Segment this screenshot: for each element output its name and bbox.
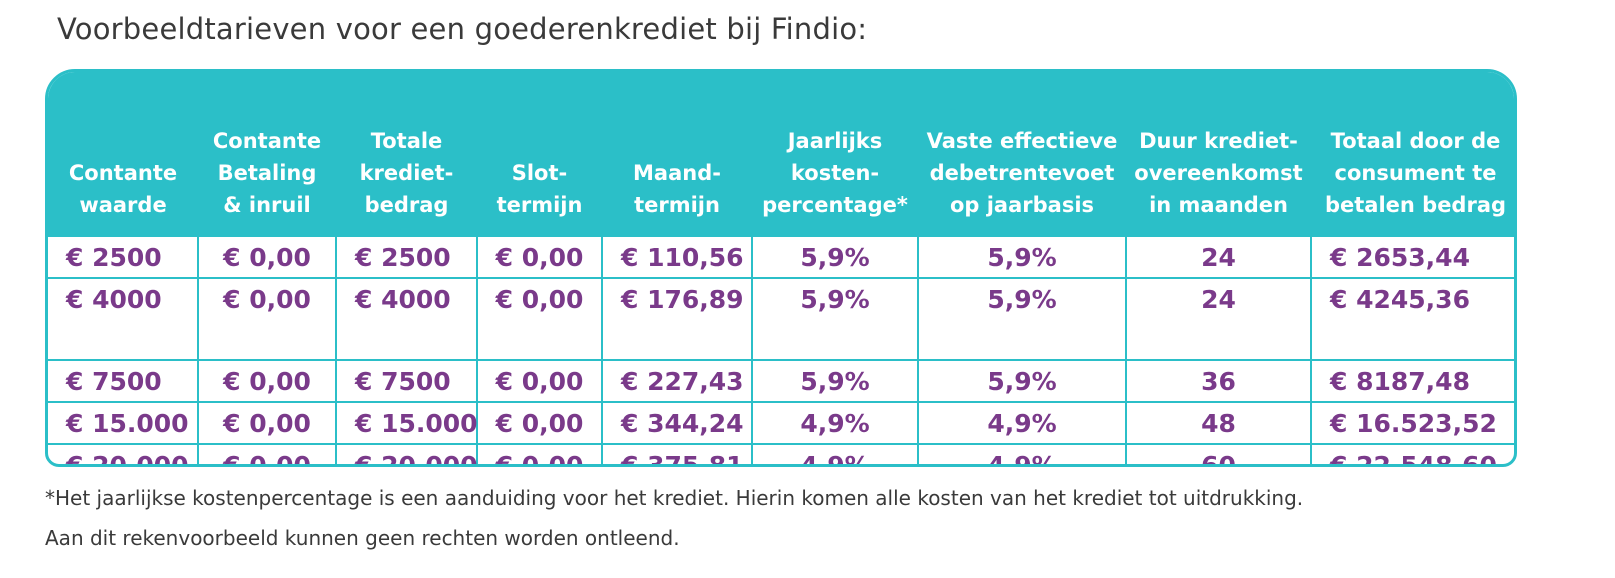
table-frame: Contante waarde Contante Betaling & inrui… (45, 69, 1517, 467)
table-cell: € 15.000 (335, 401, 478, 445)
table-row: € 4000 € 0,00 € 4000 € 0,00 € 176,89 5,9% 5,9%… (48, 277, 1514, 361)
table-cell: € 0,00 (197, 401, 337, 445)
table-cell: € 176,89 (601, 277, 753, 361)
table-body: € 2500 € 0,00 € 2500 € 0,00 € 110,56 5,9% 5,9%… (48, 235, 1514, 464)
column-header: Vaste effectieve debetrentevoet op jaarb… (918, 72, 1126, 236)
table-cell: € 4000 (48, 277, 199, 361)
rates-table: Contante waarde Contante Betaling & inrui… (48, 72, 1514, 464)
table-cell: € 15.000 (48, 401, 199, 445)
table-cell: 4,9% (917, 443, 1127, 464)
table-cell: 48 (1125, 401, 1312, 445)
footnote: Aan dit rekenvoorbeeld kunnen geen recht… (45, 526, 680, 550)
table-cell: 4,9% (751, 401, 919, 445)
table-cell: € 0,00 (476, 235, 603, 279)
table-cell: 36 (1125, 359, 1312, 403)
table-cell: € 0,00 (197, 359, 337, 403)
table-cell: € 227,43 (601, 359, 753, 403)
table-cell: € 0,00 (476, 277, 603, 361)
table-cell: € 0,00 (476, 443, 603, 464)
table-cell: 5,9% (917, 277, 1127, 361)
column-header: Contante Betaling & inruil (198, 72, 336, 236)
table-cell: € 4000 (335, 277, 478, 361)
table-cell: 5,9% (917, 235, 1127, 279)
column-header: Duur krediet- overeenkomst in maanden (1126, 72, 1311, 236)
table-cell: 5,9% (751, 359, 919, 403)
footnote: *Het jaarlijkse kostenpercentage is een … (45, 486, 1304, 510)
table-cell: € 0,00 (476, 401, 603, 445)
table-cell: € 2653,44 (1310, 235, 1514, 279)
table-row: € 20.000 € 0,00 € 20.000 € 0,00 € 375,81 4,9%… (48, 443, 1514, 464)
table-cell: 24 (1125, 235, 1312, 279)
column-header: Totale krediet- bedrag (336, 72, 477, 236)
table-cell: 4,9% (751, 443, 919, 464)
table-cell: 60 (1125, 443, 1312, 464)
table-cell: € 22.548,60 (1310, 443, 1514, 464)
table-cell: 5,9% (751, 277, 919, 361)
column-header: Totaal door de consument te betalen bedr… (1311, 72, 1514, 236)
table-cell: € 0,00 (197, 235, 337, 279)
table-cell: € 2500 (335, 235, 478, 279)
table-cell: € 0,00 (197, 443, 337, 464)
table-cell: € 110,56 (601, 235, 753, 279)
table-row: € 15.000 € 0,00 € 15.000 € 0,00 € 344,24 4,9%… (48, 401, 1514, 445)
table-cell: € 375,81 (601, 443, 753, 464)
table-cell: € 4245,36 (1310, 277, 1514, 361)
page-title: Voorbeeldtarieven voor een goederenkredi… (57, 12, 868, 46)
table-row: € 7500 € 0,00 € 7500 € 0,00 € 227,43 5,9% 5,9%… (48, 359, 1514, 403)
table-cell: 5,9% (917, 359, 1127, 403)
table-cell: € 20.000 (335, 443, 478, 464)
table-cell: € 344,24 (601, 401, 753, 445)
table-cell: € 0,00 (197, 277, 337, 361)
table-cell: 24 (1125, 277, 1312, 361)
table-cell: € 16.523,52 (1310, 401, 1514, 445)
column-header: Slot- termijn (477, 72, 602, 236)
table-cell: 5,9% (751, 235, 919, 279)
column-header: Jaarlijks kosten- percentage* (752, 72, 918, 236)
table-cell: € 8187,48 (1310, 359, 1514, 403)
column-header: Contante waarde (48, 72, 198, 236)
column-header: Maand- termijn (602, 72, 752, 236)
table-cell: € 20.000 (48, 443, 199, 464)
table-row: € 2500 € 0,00 € 2500 € 0,00 € 110,56 5,9% 5,9%… (48, 235, 1514, 279)
table-cell: € 0,00 (476, 359, 603, 403)
table-cell: € 2500 (48, 235, 199, 279)
header-row: Contante waarde Contante Betaling & inrui… (48, 72, 1514, 236)
table-cell: € 7500 (48, 359, 199, 403)
table-cell: 4,9% (917, 401, 1127, 445)
table-cell: € 7500 (335, 359, 478, 403)
